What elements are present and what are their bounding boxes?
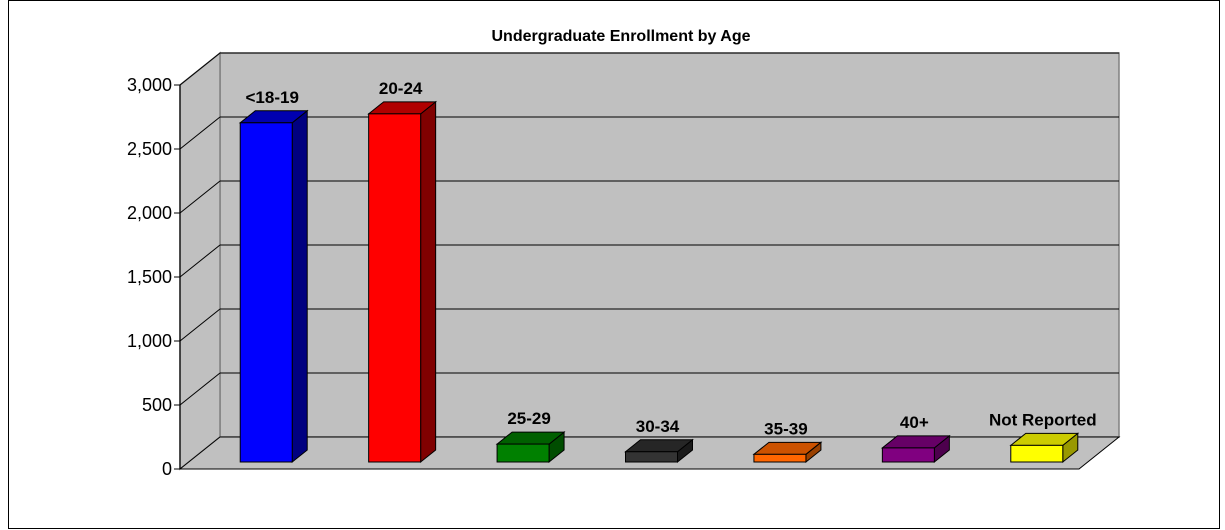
data-label: 40+ <box>900 413 929 432</box>
bar <box>752 441 823 464</box>
gridline-diagonal <box>179 52 221 86</box>
y-tick-label: 3,000 <box>127 75 172 95</box>
bar-side <box>420 100 437 464</box>
bar <box>624 438 694 464</box>
gridline-diagonal <box>179 308 221 342</box>
chart-title: Undergraduate Enrollment by Age <box>492 28 751 45</box>
y-tick-label: 500 <box>142 395 172 415</box>
gridline-diagonal <box>179 244 221 278</box>
data-labels: <18-19 20-24 25-29 30-34 35-39 40+ Not Reporte… <box>246 79 1097 438</box>
y-axis: 0 500 1,000 1,500 2,000 2,500 3,000 <box>127 75 181 479</box>
bars <box>238 100 1080 464</box>
bar-front <box>625 451 678 463</box>
data-label: <18-19 <box>246 88 299 107</box>
data-label: 30-34 <box>636 417 680 436</box>
bar-side <box>291 109 308 464</box>
plot-wall <box>178 51 1121 471</box>
bar <box>238 109 309 464</box>
data-label: Not Reported <box>989 410 1097 429</box>
y-tick-label: 0 <box>162 459 172 479</box>
data-label: 35-39 <box>764 419 807 438</box>
data-label: 20-24 <box>379 79 423 98</box>
y-tick-label: 1,000 <box>127 331 172 351</box>
bar-front <box>496 443 550 463</box>
y-tick-label: 2,000 <box>127 203 172 223</box>
bar-front <box>239 122 293 463</box>
y-tick-label: 2,500 <box>127 139 172 159</box>
bar <box>367 100 438 464</box>
bar <box>880 434 951 464</box>
y-tick-label: 1,500 <box>127 267 172 287</box>
bar-front <box>368 113 422 463</box>
gridline-diagonal <box>179 116 221 150</box>
bar <box>495 431 566 464</box>
bar <box>1009 432 1080 464</box>
gridline-diagonal <box>179 180 221 214</box>
bar-front <box>1010 444 1064 463</box>
bar-chart: Undergraduate Enrollment by Age 0 500 1,00… <box>127 28 1121 479</box>
gridline-diagonal <box>179 372 221 406</box>
chart-frame: Undergraduate Enrollment by Age 0 500 1,00… <box>8 0 1220 529</box>
data-label: 25-29 <box>507 409 550 428</box>
bar-front <box>753 453 807 463</box>
bar-front <box>881 447 935 463</box>
